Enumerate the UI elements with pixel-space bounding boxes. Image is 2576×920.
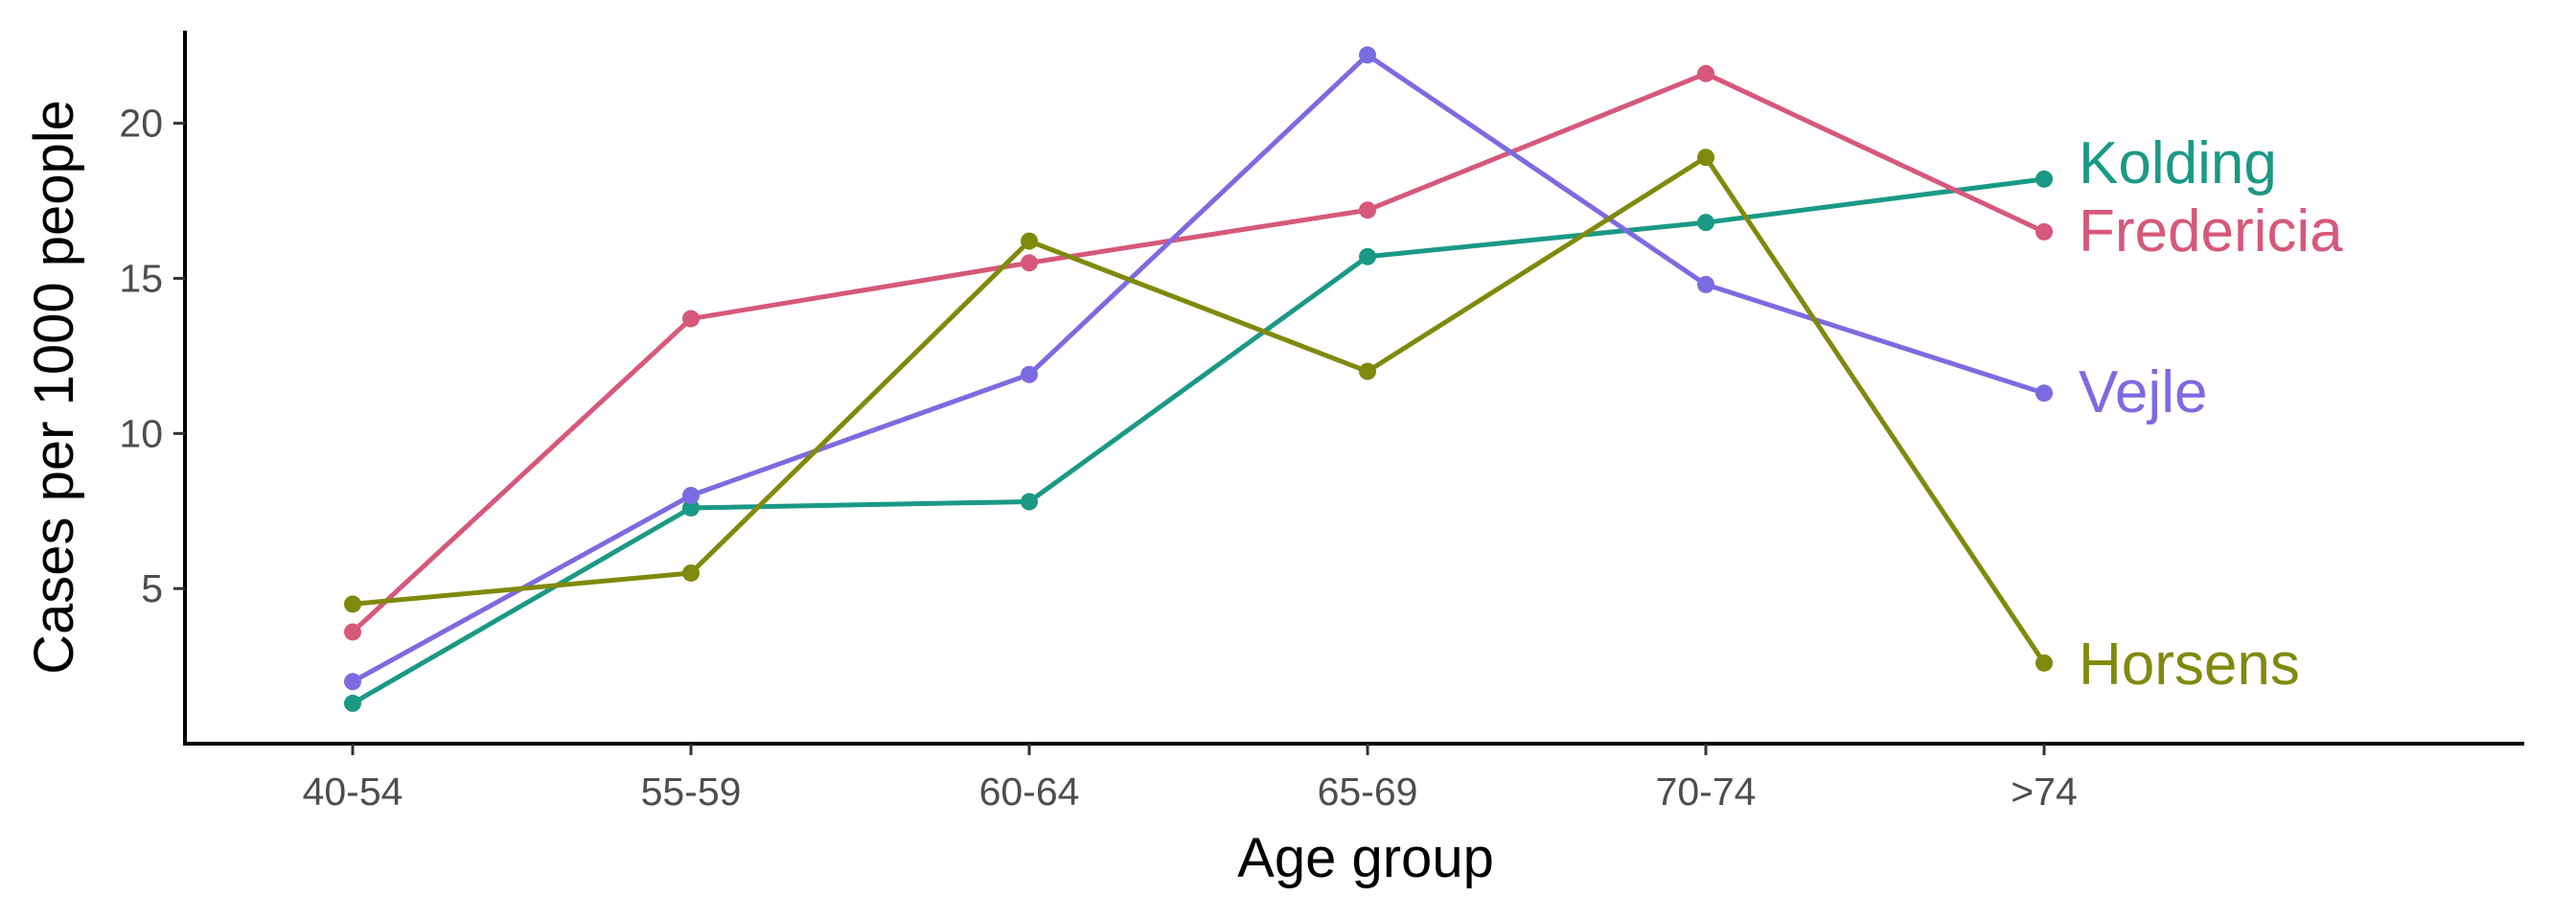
y-tick-label: 10 [119,411,163,455]
y-tick-label: 5 [141,566,163,610]
data-point-kolding [1359,247,1376,265]
series-label-horsens: Horsens [2079,632,2300,698]
data-point-vejle [2036,384,2053,402]
y-axis-ticks: 5 10 15 20 [119,102,185,610]
series-label-fredericia: Fredericia [2079,198,2343,264]
data-point-fredericia [1021,254,1038,272]
data-point-horsens [344,595,361,613]
x-tick-label: 60-64 [979,770,1080,814]
data-point-kolding [682,498,700,517]
data-point-fredericia [2036,222,2053,241]
series-line-vejle [351,52,2045,684]
data-point-fredericia [344,623,361,641]
series-line-horsens [352,154,2047,665]
y-tick-label: 20 [119,102,163,146]
y-tick-label: 15 [119,256,163,300]
series-label-kolding: Kolding [2079,130,2277,196]
data-point-vejle [1697,275,1714,293]
data-point-fredericia [1359,201,1376,219]
x-tick-label: 55-59 [641,770,742,814]
data-point-vejle [1021,365,1038,383]
x-axis-ticks: 40-54 55-59 60-64 65-69 70-74 >74 [303,744,2078,814]
series-points [344,46,2053,712]
x-tick-label: >74 [2011,770,2078,814]
data-point-horsens [1021,232,1038,250]
data-point-kolding [2036,170,2053,188]
data-point-horsens [1697,149,1714,167]
data-point-kolding [1697,214,1714,232]
x-tick-label: 40-54 [303,770,403,814]
series-label-vejle: Vejle [2079,359,2207,426]
data-point-vejle [344,673,361,691]
data-point-horsens [1359,362,1376,380]
data-point-vejle [682,487,700,505]
data-point-fredericia [1697,64,1714,82]
x-tick-label: 65-69 [1318,770,1418,814]
x-axis-title: Age group [1237,827,1494,889]
y-axis-title: Cases per 1000 people [23,100,85,675]
series-line-fredericia [351,71,2046,634]
data-point-horsens [2036,654,2053,672]
data-point-fredericia [682,310,700,328]
data-point-kolding [344,694,361,712]
data-point-horsens [682,564,700,582]
data-point-kolding [1021,493,1038,511]
x-tick-label: 70-74 [1656,770,1757,814]
series-line-kolding [351,176,2045,706]
data-point-vejle [1359,46,1376,64]
series-lines [351,52,2047,706]
